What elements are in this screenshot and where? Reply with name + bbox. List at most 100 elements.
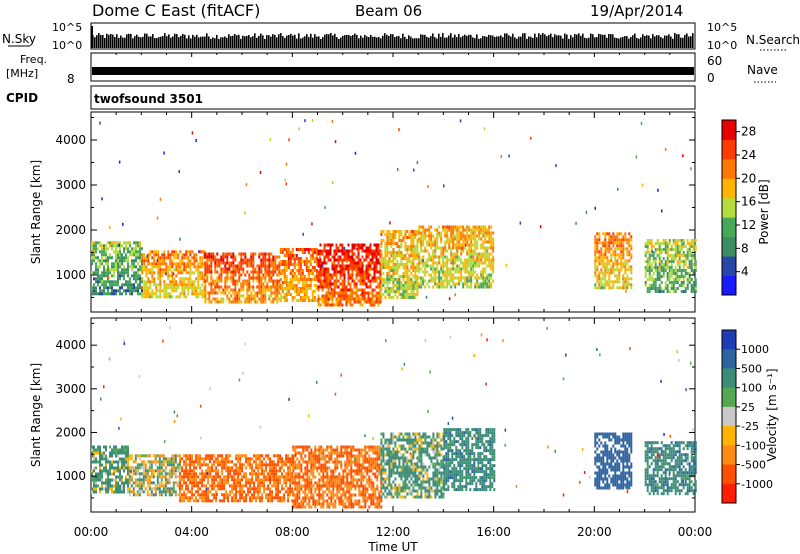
range-gate-cell [656, 248, 659, 251]
nsky-bar [244, 36, 246, 48]
range-gate-cell [418, 228, 421, 232]
range-gate-cell [618, 271, 621, 275]
range-gate-cell [158, 475, 161, 479]
range-gate-cell [462, 231, 465, 235]
range-gate-cell [612, 286, 615, 290]
range-gate-cell [440, 252, 443, 256]
range-gate-cell [604, 253, 607, 257]
range-gate-cell [167, 265, 170, 269]
scatter-cell [319, 256, 321, 260]
range-gate-cell [377, 249, 380, 253]
range-gate-cell [426, 240, 429, 244]
range-gate-cell [412, 236, 415, 239]
range-gate-cell [129, 253, 131, 257]
range-gate-cell [107, 265, 109, 269]
range-gate-cell [432, 261, 435, 265]
range-gate-cell [349, 255, 352, 259]
range-gate-cell [610, 241, 613, 245]
range-gate-cell [150, 493, 153, 497]
range-gate-cell [349, 294, 352, 298]
range-gate-cell [214, 291, 217, 295]
range-gate-cell [179, 262, 182, 266]
range-gate-cell [170, 490, 173, 494]
range-gate-cell [143, 256, 146, 260]
range-gate-cell [212, 288, 215, 292]
range-gate-cell [654, 290, 657, 293]
range-gate-cell [297, 290, 300, 293]
range-gate-cell [620, 232, 623, 236]
nsky-bar [578, 33, 580, 48]
nsky-bar [424, 34, 426, 48]
range-gate-cell [161, 256, 164, 260]
range-gate-cell [101, 283, 103, 287]
range-gate-cell [105, 253, 107, 257]
range-gate-cell [420, 282, 423, 286]
range-gate-cell [594, 253, 597, 257]
range-gate-cell [313, 266, 316, 269]
range-gate-cell [476, 279, 479, 283]
range-gate-cell [235, 478, 238, 482]
range-gate-cell [454, 234, 457, 238]
range-gate-cell [315, 278, 318, 281]
range-gate-cell [456, 234, 459, 238]
range-gate-cell [261, 499, 264, 503]
range-gate-cell [131, 289, 133, 293]
range-gate-cell [424, 267, 427, 271]
range-gate-cell [474, 228, 477, 232]
range-gate-cell [235, 469, 238, 473]
scatter-cell [179, 237, 181, 241]
range-gate-cell [107, 472, 109, 476]
range-gate-cell [386, 284, 389, 287]
range-gate-cell [363, 288, 366, 292]
range-gate-cell [155, 250, 158, 254]
range-gate-cell [207, 493, 210, 497]
range-gate-cell [373, 264, 376, 268]
nsky-bar [584, 37, 586, 48]
range-gate-cell [335, 291, 338, 295]
range-gate-cell [258, 297, 261, 301]
range-gate-cell [220, 300, 223, 304]
range-gate-cell [323, 279, 326, 283]
range-gate-cell [95, 481, 97, 485]
range-gate-cell [313, 248, 316, 251]
nsky-bar [140, 37, 142, 48]
range-gate-cell [410, 284, 413, 287]
scatter-cell [269, 138, 271, 141]
range-gate-cell [680, 254, 683, 257]
range-gate-cell [319, 249, 322, 253]
range-gate-cell [163, 292, 166, 296]
range-gate-cell [622, 280, 625, 284]
range-gate-cell [238, 297, 241, 301]
range-gate-cell [173, 250, 176, 254]
range-gate-cell [160, 463, 163, 467]
range-gate-cell [245, 460, 248, 464]
range-gate-cell [197, 475, 200, 479]
range-gate-cell [614, 241, 617, 245]
range-gate-cell [262, 297, 265, 301]
range-gate-cell [327, 267, 330, 271]
range-gate-cell [486, 276, 489, 280]
range-gate-cell [211, 457, 214, 461]
range-gate-cell [412, 263, 415, 266]
range-gate-cell [654, 251, 657, 254]
range-gate-cell [327, 243, 330, 247]
range-gate-cell [347, 252, 350, 256]
range-gate-cell [394, 251, 397, 254]
range-gate-cell [274, 264, 277, 268]
range-gate-cell [418, 252, 421, 256]
range-gate-cell [295, 290, 298, 293]
range-gate-cell [226, 261, 229, 265]
scatter-cell [107, 276, 110, 280]
range-gate-cell [264, 291, 267, 295]
range-gate-cell [339, 300, 342, 304]
range-gate-cell [357, 279, 360, 283]
range-gate-cell [630, 238, 633, 242]
range-gate-cell [274, 267, 277, 271]
range-gate-cell [151, 256, 154, 260]
range-gate-cell [195, 481, 198, 485]
range-gate-cell [228, 261, 231, 265]
range-gate-cell [167, 268, 170, 272]
range-gate-cell [335, 282, 338, 286]
range-gate-cell [337, 291, 340, 295]
range-gate-cell [396, 266, 399, 269]
